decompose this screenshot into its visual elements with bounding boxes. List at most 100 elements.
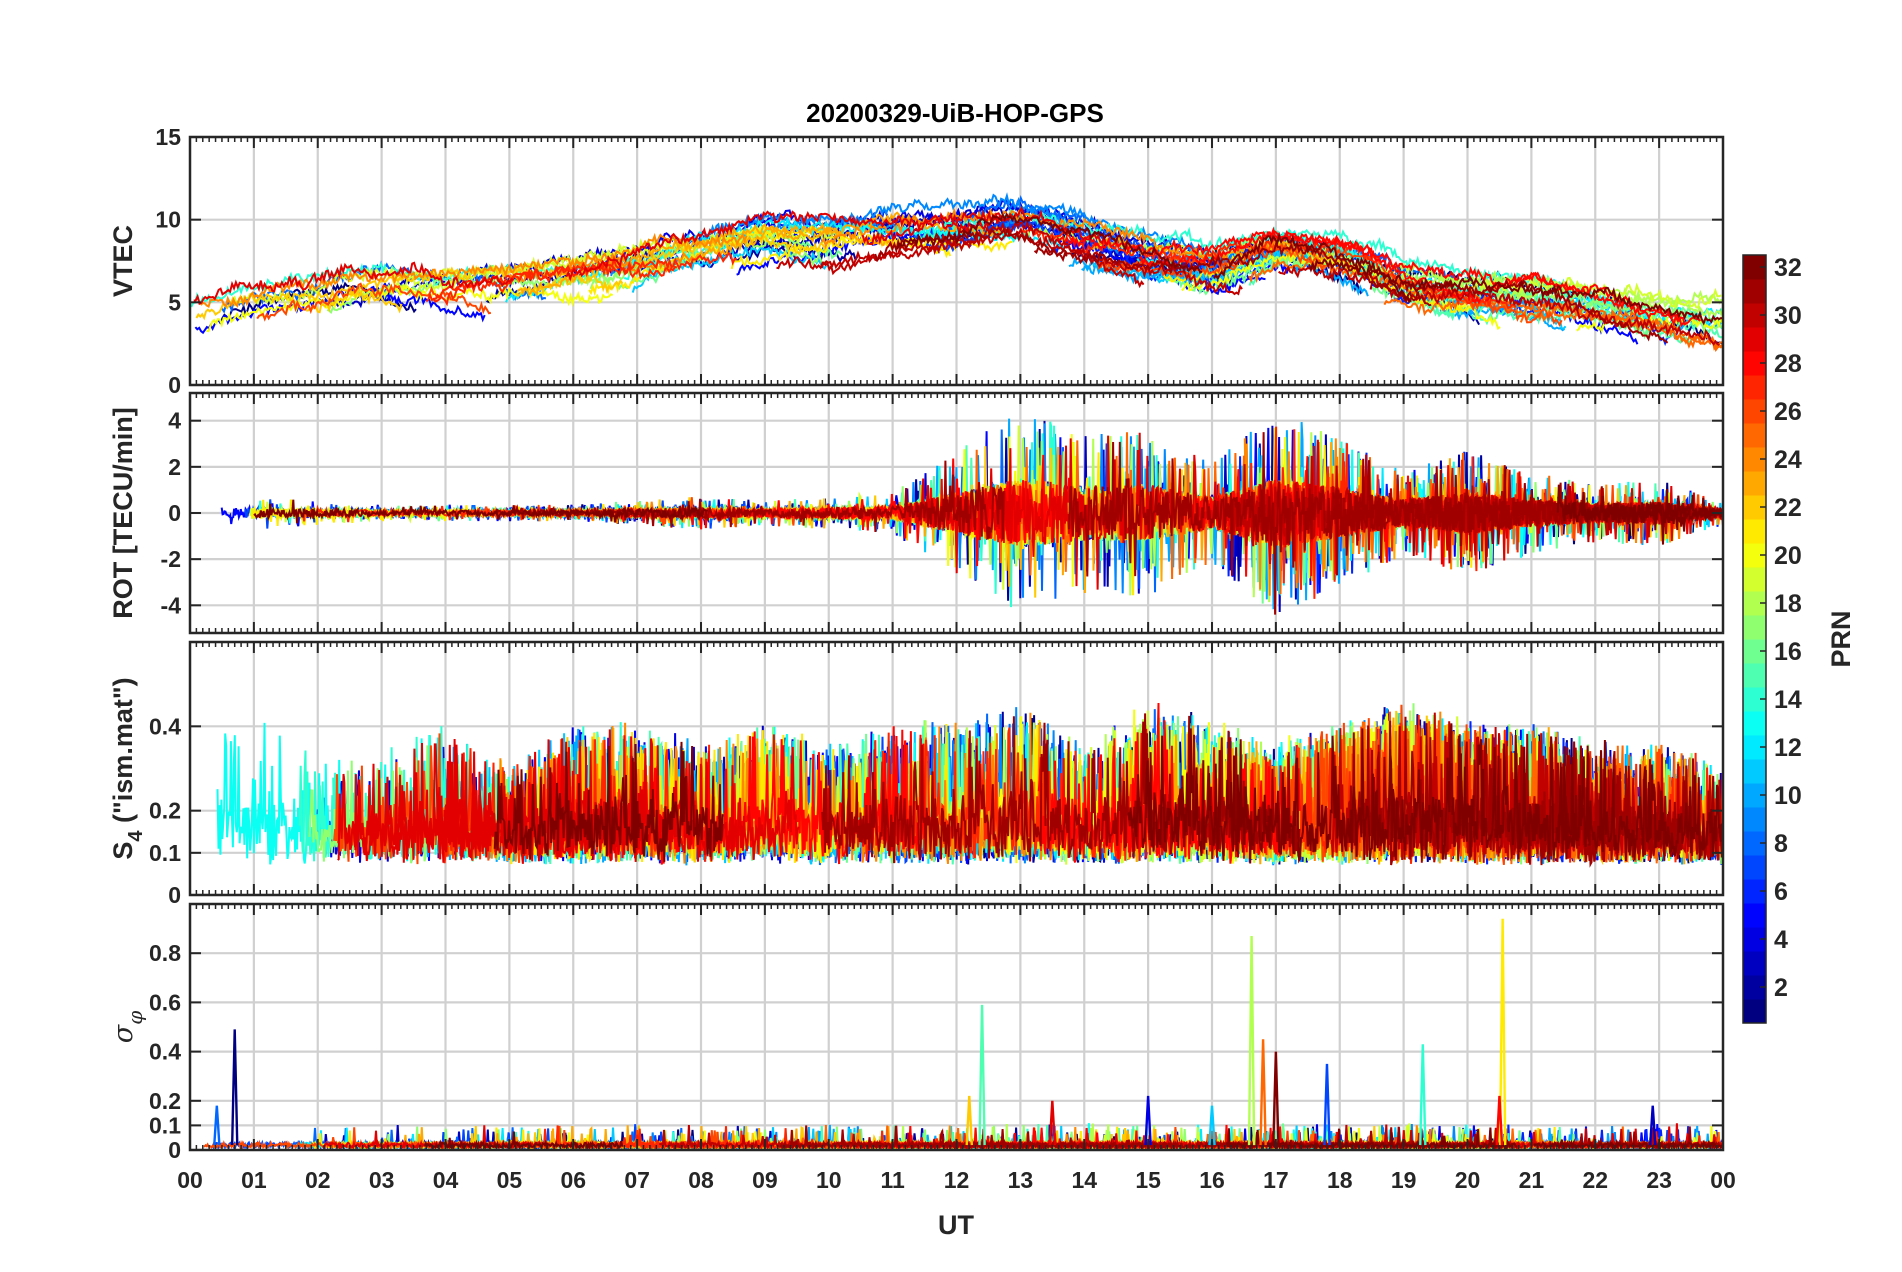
y-tick-label: 0.6 <box>149 989 181 1015</box>
colorbar-tick-label: 22 <box>1774 494 1802 522</box>
x-tick-label: 17 <box>1263 1167 1289 1193</box>
x-tick-label: 00 <box>1710 1167 1736 1193</box>
sigma-phi-spike <box>1247 935 1256 1146</box>
colorbar-swatch <box>1743 927 1766 952</box>
colorbar-swatch <box>1743 855 1766 880</box>
series-line-prn-29 <box>565 210 1006 282</box>
panel-data <box>216 702 1723 868</box>
y-label-rest: ("ism.mat") <box>108 677 138 830</box>
colorbar-swatch <box>1743 687 1766 712</box>
x-tick-label: 23 <box>1646 1167 1672 1193</box>
colorbar-swatch <box>1743 255 1766 280</box>
panel-vtec: 0 5 10 15 VTEC <box>108 124 1725 398</box>
panel-s4: 00.10.20.4S4 ("ism.mat") <box>108 640 1725 908</box>
series-line-prn-26 <box>256 282 492 322</box>
colorbar-tick-label: 4 <box>1774 926 1788 954</box>
colorbar-swatch <box>1743 351 1766 376</box>
series-line-prn-27 <box>432 262 678 307</box>
colorbar-swatch <box>1743 447 1766 472</box>
series-line-prn-31 <box>1068 432 1624 615</box>
x-tick-label: 18 <box>1327 1167 1353 1193</box>
x-tick-label: 14 <box>1071 1167 1097 1193</box>
y-label-main: S <box>108 842 138 860</box>
colorbar-frame <box>1742 254 1767 1024</box>
colorbar-tick-label: 6 <box>1774 878 1788 906</box>
colorbar-swatch <box>1743 615 1766 640</box>
series-line-prn-32 <box>1127 723 1590 864</box>
y-tick-label: 0 <box>168 500 181 526</box>
major-ticks <box>189 393 1724 633</box>
series-line-prn-32 <box>1213 232 1412 304</box>
x-tick-label: 07 <box>624 1167 650 1193</box>
colorbar-swatch <box>1743 303 1766 328</box>
x-tick-label: 09 <box>752 1167 778 1193</box>
x-axis-label: UT <box>938 1210 974 1240</box>
panel-data <box>190 192 1723 353</box>
series-line-prn-29 <box>193 261 515 305</box>
series-line-prn-32 <box>896 212 1203 274</box>
panel-frame <box>188 391 1725 635</box>
sigma-phi-spike <box>1144 1095 1152 1146</box>
y-tick-label: 0.4 <box>149 713 181 739</box>
x-tick-label: 21 <box>1519 1167 1545 1193</box>
series-line-prn-32 <box>1556 739 1723 862</box>
colorbar-tick-label: 20 <box>1774 542 1802 570</box>
x-tick-label: 15 <box>1135 1167 1161 1193</box>
sigma-phi-spike <box>965 1095 974 1146</box>
x-tick-label: 06 <box>560 1167 586 1193</box>
colorbar-swatch <box>1743 519 1766 544</box>
x-axis: 00 01 02 03 04 05 06 07 08 09 10 11 12 13 14 15 16 17 18 19… <box>177 1167 1736 1193</box>
colorbar-tick-label: 30 <box>1774 302 1802 330</box>
x-tick-label: 01 <box>241 1167 267 1193</box>
y-axis-label: S4 ("ism.mat") <box>108 677 147 859</box>
series-line-prn-31 <box>874 226 1068 263</box>
x-tick-label: 05 <box>497 1167 523 1193</box>
colorbar-swatch <box>1743 327 1766 352</box>
series-line-prn-31 <box>821 713 1301 864</box>
colorbar-swatch <box>1743 735 1766 760</box>
colorbar-swatch <box>1743 399 1766 424</box>
y-tick-label: 0 <box>168 1137 181 1163</box>
colorbar-swatch <box>1743 831 1766 856</box>
x-tick-label: 04 <box>433 1167 459 1193</box>
colorbar-swatch <box>1743 663 1766 688</box>
series-line-prn-28 <box>1138 226 1686 328</box>
y-tick-label: 0 <box>168 882 181 908</box>
colorbar-tick-label: 28 <box>1774 350 1802 378</box>
colorbar-swatch <box>1743 999 1766 1024</box>
x-tick-label: 16 <box>1199 1167 1225 1193</box>
y-tick-label: 2 <box>168 454 181 480</box>
series-line-prn-32 <box>253 499 709 524</box>
colorbar-tick-label: 18 <box>1774 590 1802 618</box>
panel-sigma-phi: 00.10.2 0.4 0.6 0.8 σφ <box>108 902 1725 1163</box>
sigma-phi-spike <box>1259 1039 1267 1146</box>
colorbar-swatch <box>1743 807 1766 832</box>
series-line-prn-32 <box>1579 494 1723 545</box>
x-tick-label: 20 <box>1455 1167 1481 1193</box>
sigma-phi-spike <box>230 1029 239 1146</box>
colorbar-swatch <box>1743 975 1766 1000</box>
sigma-phi-spike <box>1048 1100 1057 1146</box>
sigma-phi-spike <box>1495 1095 1504 1146</box>
x-tick-label: 11 <box>880 1167 905 1193</box>
colorbar-swatch <box>1743 759 1766 784</box>
y-tick-label: 10 <box>155 207 181 233</box>
colorbar-swatch <box>1743 951 1766 976</box>
colorbar-swatch <box>1743 279 1766 304</box>
y-axis-label: VTEC <box>108 225 138 297</box>
colorbar-swatch <box>1743 423 1766 448</box>
y-tick-label: 5 <box>168 289 181 315</box>
colorbar-tick-label: 2 <box>1774 974 1788 1002</box>
x-tick-label: 00 <box>177 1167 203 1193</box>
y-axis-label: σφ <box>108 1011 147 1043</box>
colorbar-tick-label: 8 <box>1774 830 1788 858</box>
panel-frame <box>188 640 1725 897</box>
panel-data <box>220 418 1723 615</box>
series-line-prn-28 <box>1056 229 1482 304</box>
colorbar-swatch <box>1743 591 1766 616</box>
series-line-prn-27 <box>1016 228 1517 309</box>
x-tick-label: 22 <box>1582 1167 1608 1193</box>
